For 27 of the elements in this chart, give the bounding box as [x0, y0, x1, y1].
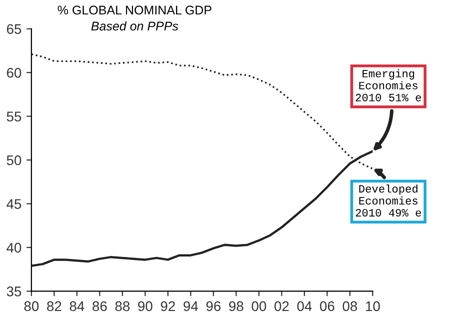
- x-tick-label: 06: [320, 301, 334, 312]
- x-tick-label: 98: [229, 301, 244, 312]
- x-tick-label: 90: [138, 301, 152, 312]
- x-tick-label: 86: [92, 301, 107, 312]
- x-tick-label: 88: [115, 301, 130, 312]
- annotation: Emerging Economies 2010 51% e: [356, 69, 421, 102]
- x-tick-label: 04: [297, 301, 312, 312]
- x-tick-label: 00: [252, 301, 266, 312]
- y-tick-label: 65: [6, 24, 22, 34]
- x-tick-label: 84: [70, 301, 84, 312]
- chart-title: % GLOBAL NOMINAL GDP: [58, 6, 212, 15]
- x-tick-label: 94: [184, 301, 198, 312]
- x-tick-label: 08: [342, 301, 358, 312]
- y-tick-label: 40: [6, 242, 22, 253]
- y-tick-label: 35: [6, 286, 22, 296]
- x-tick-label: 82: [47, 301, 62, 312]
- x-tick-label: 92: [160, 301, 175, 312]
- chart-subtitle: Based on PPPs: [91, 21, 178, 31]
- y-tick-label: 60: [6, 68, 22, 78]
- x-tick-label: 96: [206, 301, 221, 312]
- annotation: Developed Economies 2010 49% e: [356, 184, 421, 217]
- y-tick-label: 45: [6, 199, 22, 209]
- x-tick-label: 10: [366, 301, 380, 312]
- y-tick-label: 55: [6, 112, 22, 122]
- x-tick-label: 02: [274, 301, 289, 312]
- x-tick-label: 80: [24, 301, 39, 312]
- y-tick-label: 50: [6, 155, 22, 166]
